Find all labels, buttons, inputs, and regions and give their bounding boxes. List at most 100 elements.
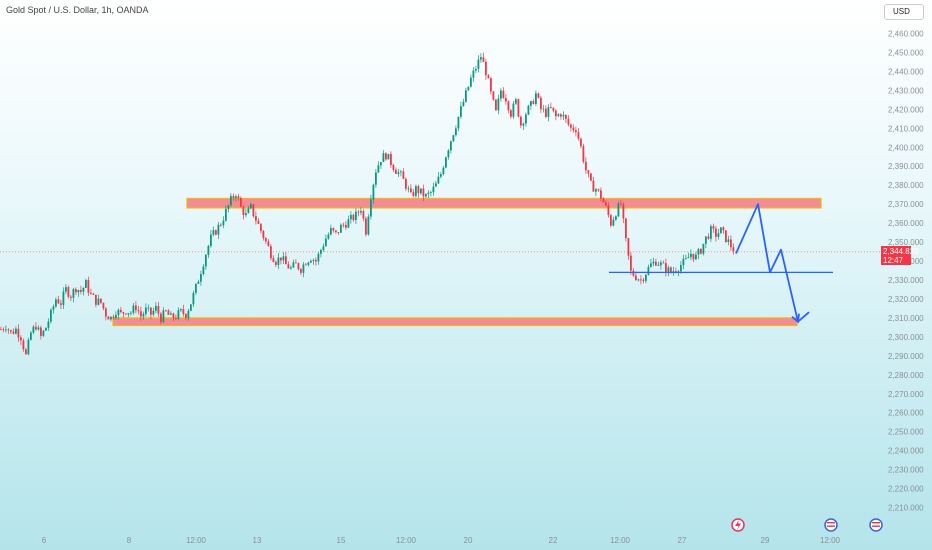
candle-body xyxy=(605,202,607,206)
candle-body xyxy=(157,306,160,314)
candle-body xyxy=(385,153,387,160)
candle-body xyxy=(37,327,40,330)
candle-body xyxy=(665,263,667,273)
candle-body xyxy=(590,173,592,181)
candle-body xyxy=(180,309,182,311)
candle-body xyxy=(142,313,145,317)
y-axis-tick-label: 2,250.000 xyxy=(888,428,924,437)
candle-body xyxy=(197,281,200,284)
candle-body xyxy=(582,146,585,162)
candle-body xyxy=(110,316,112,320)
current-price-label: 2,344.820 xyxy=(883,247,919,256)
candle-body xyxy=(632,270,635,276)
candle-body xyxy=(237,196,240,199)
current-price-badge: 2,344.820 12:47 xyxy=(881,246,919,265)
y-axis-tick-label: 2,220.000 xyxy=(888,485,924,494)
candle-body xyxy=(667,267,670,273)
y-axis-tick-label: 2,380.000 xyxy=(888,181,924,190)
candle-body xyxy=(577,132,580,139)
candle-body xyxy=(492,91,495,100)
candle-body xyxy=(160,313,162,323)
candle-body xyxy=(462,101,465,107)
candle-body xyxy=(722,227,725,231)
candle-body xyxy=(120,309,122,313)
candle-body xyxy=(552,107,555,111)
candle-body xyxy=(467,86,470,91)
candle-body xyxy=(57,299,60,304)
candle-body xyxy=(530,101,532,106)
candle-body xyxy=(440,174,442,177)
candle-body xyxy=(22,340,25,350)
candle-body xyxy=(447,150,450,158)
candle-body xyxy=(345,225,347,228)
candle-body xyxy=(295,262,297,264)
flag-stripe-icon xyxy=(827,522,835,524)
candle-body xyxy=(592,180,595,192)
candle-body xyxy=(167,310,170,315)
candle-body xyxy=(580,138,582,147)
candle-body xyxy=(362,211,365,219)
candle-body xyxy=(45,327,47,331)
candle-body xyxy=(0,329,2,331)
projection-arrowhead xyxy=(791,313,800,324)
candle-body xyxy=(80,290,82,292)
candle-body xyxy=(257,220,260,224)
candle-body xyxy=(612,219,615,226)
candle-body xyxy=(465,90,467,102)
candle-body xyxy=(620,203,622,205)
price-zone xyxy=(112,317,798,327)
candle-body xyxy=(377,165,380,173)
candle-body xyxy=(427,192,430,195)
candle-body xyxy=(87,280,90,293)
candle-body xyxy=(150,307,152,315)
y-axis-tick-label: 2,460.000 xyxy=(888,29,924,38)
candle-body xyxy=(127,313,130,315)
candle-body xyxy=(370,199,372,217)
flag-stripe-icon xyxy=(827,525,835,527)
candle-body xyxy=(502,90,505,98)
x-axis-tick-label: 12:00 xyxy=(820,536,841,545)
candle-body xyxy=(520,116,522,126)
candle-body xyxy=(280,257,282,261)
candle-body xyxy=(125,313,127,315)
candle-body xyxy=(710,226,712,239)
candle-body xyxy=(287,264,290,269)
y-axis-tick-label: 2,450.000 xyxy=(888,48,924,57)
y-axis-tick-label: 2,230.000 xyxy=(888,466,924,475)
candle-body xyxy=(540,97,542,110)
candle-body xyxy=(695,254,697,260)
candle-body xyxy=(452,135,455,142)
candle-body xyxy=(415,186,417,196)
candle-body xyxy=(570,124,572,128)
y-axis-tick-label: 2,350.000 xyxy=(888,238,924,247)
candle-body xyxy=(292,262,295,268)
candle-body xyxy=(597,189,600,191)
candle-body xyxy=(515,99,517,104)
candle-body xyxy=(700,249,702,254)
candle-body xyxy=(630,255,632,271)
candle-body xyxy=(557,114,560,117)
currency-button[interactable]: USD xyxy=(884,4,924,20)
candle-body xyxy=(657,265,660,267)
candle-body xyxy=(560,114,562,117)
candle-body xyxy=(267,241,270,247)
candle-body xyxy=(20,337,22,341)
y-axis-tick-label: 2,240.000 xyxy=(888,447,924,456)
candle-body xyxy=(70,296,72,298)
candle-body xyxy=(567,118,570,125)
candle-body xyxy=(15,328,17,334)
projection-tail xyxy=(797,311,810,323)
us-flag-event-icon xyxy=(824,518,838,532)
candle-body xyxy=(190,304,192,311)
candle-body xyxy=(477,59,480,69)
candle-body xyxy=(480,57,482,60)
candle-body xyxy=(162,310,165,323)
candle-body xyxy=(277,257,280,265)
candle-body xyxy=(202,266,205,275)
candle-body xyxy=(330,228,332,235)
candle-body xyxy=(410,188,412,193)
candle-body xyxy=(137,310,140,312)
candle-body xyxy=(660,262,662,266)
